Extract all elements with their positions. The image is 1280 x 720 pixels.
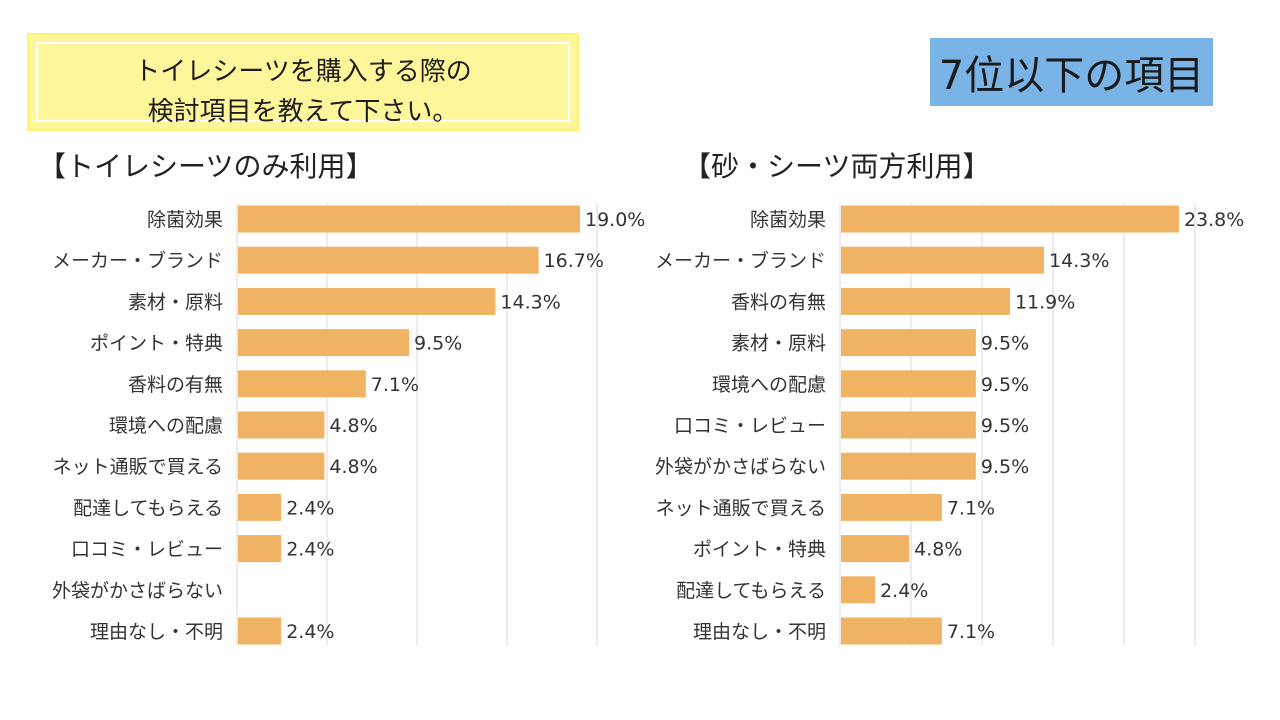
category-label: メーカー・ブランド <box>52 249 223 272</box>
category-label: 環境への配慮 <box>109 415 223 437</box>
data-label: 9.5% <box>981 374 1029 396</box>
category-label: 理由なし・不明 <box>693 621 826 643</box>
bar <box>841 205 1179 233</box>
bar <box>841 452 976 480</box>
category-label: 環境への配慮 <box>712 374 826 396</box>
data-label: 4.8% <box>914 539 962 561</box>
category-label: 素材・原料 <box>731 333 826 355</box>
bar <box>238 452 325 480</box>
data-label: 14.3% <box>500 291 560 313</box>
bar <box>238 535 282 563</box>
data-label: 11.9% <box>1015 291 1075 313</box>
category-label: ポイント・特典 <box>693 539 826 561</box>
data-label: 7.1% <box>947 497 995 519</box>
bar <box>238 287 496 315</box>
rank-badge: 7位以下の項目 <box>930 38 1213 106</box>
data-label: 4.8% <box>329 456 377 478</box>
data-label: 19.0% <box>585 209 645 231</box>
category-label: 理由なし・不明 <box>90 621 223 643</box>
data-label: 2.4% <box>286 621 334 643</box>
bar <box>238 370 366 398</box>
bar <box>841 617 942 645</box>
data-label: 16.7% <box>544 250 604 272</box>
question-box-inner: トイレシーツを購入する際の 検討項目を教えて下さい。 <box>33 39 573 127</box>
chart-both: 除菌効果 23.8% メーカー・ブランド 14.3% 香料の有無 11.9% 素材・原料 9.… <box>655 203 1244 646</box>
data-label: 2.4% <box>880 580 928 602</box>
category-label: 口コミ・レビュー <box>71 539 223 561</box>
data-label: 9.5% <box>981 456 1029 478</box>
bar <box>841 576 876 604</box>
bar <box>238 205 580 233</box>
question-line-2: 検討項目を教えて下さい。 <box>147 97 459 127</box>
data-label: 23.8% <box>1184 209 1244 231</box>
category-label: 外袋がかさばらない <box>655 456 826 478</box>
bar <box>841 329 976 357</box>
category-label: 香料の有無 <box>731 291 826 313</box>
chart-title-both: 【砂・シーツ両方利用】 <box>683 150 991 183</box>
category-label: 配達してもらえる <box>676 580 826 602</box>
question-box: トイレシーツを購入する際の 検討項目を教えて下さい。 <box>27 33 579 131</box>
bar <box>841 370 976 398</box>
data-label: 4.8% <box>329 415 377 437</box>
category-label: 配達してもらえる <box>73 497 223 519</box>
bar <box>841 493 942 521</box>
category-label: 香料の有無 <box>128 374 223 396</box>
bar <box>238 246 539 274</box>
bar <box>238 329 409 357</box>
data-label: 7.1% <box>371 374 419 396</box>
data-label: 14.3% <box>1049 250 1109 272</box>
bar <box>238 617 282 645</box>
bar <box>238 493 282 521</box>
chart-sheets-only: 除菌効果 19.0% メーカー・ブランド 16.7% 素材・原料 14.3% ポイント・特典… <box>52 203 645 646</box>
category-label: 素材・原料 <box>128 291 223 313</box>
category-label: メーカー・ブランド <box>655 249 826 272</box>
category-label: ポイント・特典 <box>90 333 223 355</box>
data-label: 9.5% <box>981 415 1029 437</box>
data-label: 2.4% <box>286 497 334 519</box>
bar <box>841 287 1010 315</box>
data-label: 9.5% <box>981 333 1029 355</box>
bar <box>841 246 1045 274</box>
category-label: 口コミ・レビュー <box>674 415 826 437</box>
question-line-1: トイレシーツを購入する際の <box>134 57 472 87</box>
category-label: 除菌効果 <box>147 209 223 231</box>
bar <box>238 411 325 439</box>
category-label: ネット通販で買える <box>656 497 826 519</box>
chart-title-sheets-only: 【トイレシーツのみ利用】 <box>38 150 374 183</box>
data-label: 2.4% <box>286 539 334 561</box>
bar <box>841 535 910 563</box>
category-label: ネット通販で買える <box>53 456 223 478</box>
data-label: 7.1% <box>947 621 995 643</box>
data-label: 9.5% <box>414 333 462 355</box>
category-label: 除菌効果 <box>750 209 826 231</box>
bar <box>841 411 976 439</box>
category-label: 外袋がかさばらない <box>52 580 223 602</box>
